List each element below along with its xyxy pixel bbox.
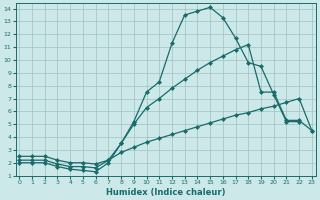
X-axis label: Humidex (Indice chaleur): Humidex (Indice chaleur) (106, 188, 225, 197)
